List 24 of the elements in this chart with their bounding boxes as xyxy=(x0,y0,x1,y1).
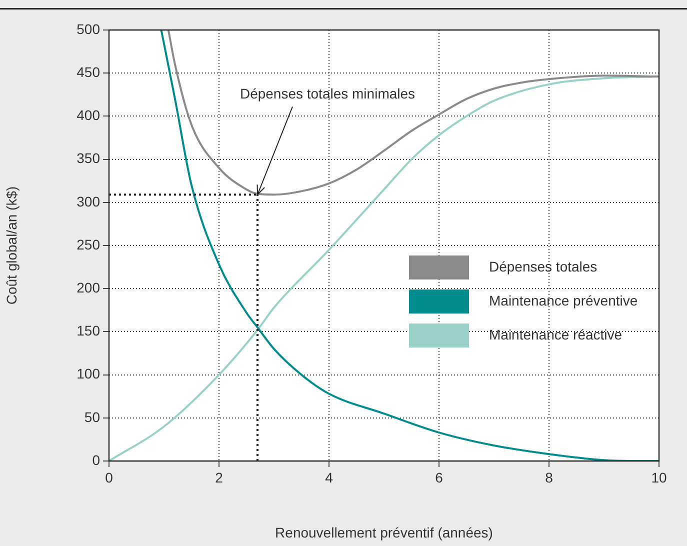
y-tick-label: 450 xyxy=(76,64,100,80)
x-tick-label: 0 xyxy=(105,469,114,486)
y-tick-label: 50 xyxy=(84,408,100,425)
y-tick-label: 500 xyxy=(76,20,100,37)
legend-label: Dépenses totales xyxy=(489,258,598,274)
x-axis-title: Renouvellement préventif (années) xyxy=(275,524,493,540)
x-tick-label: 4 xyxy=(325,469,334,486)
legend-label: Maintenance réactive xyxy=(489,326,622,342)
y-axis-title: Coût global/an (k$) xyxy=(3,186,20,305)
x-tick-label: 10 xyxy=(651,469,667,486)
y-tick-label: 100 xyxy=(76,366,100,382)
y-tick-label: 200 xyxy=(76,279,100,296)
x-tick-label: 8 xyxy=(545,469,554,486)
y-tick-label: 150 xyxy=(76,322,100,339)
y-tick-label: 350 xyxy=(76,150,100,166)
line-series xyxy=(167,30,659,196)
y-tick-label: 300 xyxy=(76,193,100,210)
x-tick-label: 2 xyxy=(215,469,224,486)
y-tick-label: 250 xyxy=(76,236,100,252)
y-tick-label: 400 xyxy=(76,107,100,124)
annotation: Dépenses totales minimales xyxy=(240,86,416,102)
legend-label: Maintenance préventive xyxy=(489,292,638,308)
y-tick-label: 0 xyxy=(92,452,100,468)
x-tick-label: 6 xyxy=(435,469,444,486)
